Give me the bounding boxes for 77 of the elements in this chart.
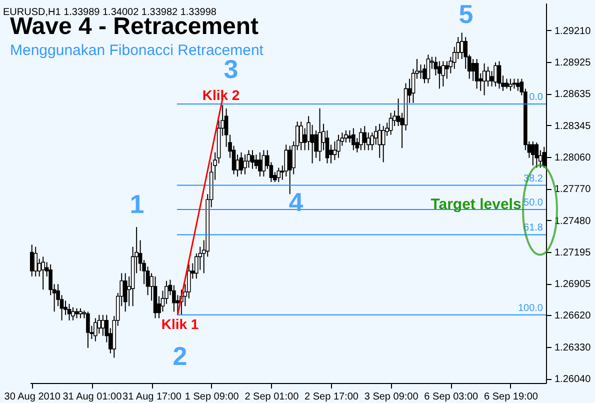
- candlestick: [101, 314, 105, 336]
- candlestick: [381, 126, 386, 163]
- candlestick: [78, 308, 82, 319]
- candlestick: [504, 78, 509, 90]
- candlestick: [224, 108, 228, 148]
- candlestick: [71, 306, 75, 321]
- candlestick: [534, 142, 539, 168]
- candlestick: [243, 154, 247, 175]
- candlestick: [239, 152, 244, 175]
- y-tick-label: 1.28060: [554, 152, 592, 164]
- annotation: Klik 2: [202, 87, 240, 103]
- candlestick: [508, 78, 512, 92]
- candlestick: [336, 134, 340, 158]
- candlestick: [250, 150, 254, 170]
- candlestick: [30, 244, 34, 277]
- candlestick: [474, 58, 479, 90]
- candlestick: [344, 130, 348, 143]
- candlestick: [426, 54, 430, 84]
- annotation: Target levels: [430, 196, 522, 213]
- candlestick: [318, 108, 322, 162]
- x-tick-label: 2 Sep 17:00: [304, 392, 359, 402]
- candlestick: [362, 126, 367, 151]
- annotation: 2: [172, 341, 188, 371]
- x-tick-label: 31 Aug 17:00: [122, 392, 182, 402]
- annotation: Klik 1: [161, 316, 199, 332]
- candlestick: [348, 130, 352, 143]
- candlestick: [276, 167, 281, 183]
- y-tick-label: 1.28345: [554, 120, 592, 132]
- candlestick: [41, 256, 45, 290]
- candlestick: [388, 112, 393, 136]
- candlestick: [86, 311, 90, 348]
- x-tick-label: 2 Sep 01:00: [244, 392, 300, 402]
- annotation: 0.0: [529, 92, 544, 104]
- y-tick-label: 1.28925: [554, 57, 592, 68]
- x-tick-label: 31 Aug 01:00: [62, 392, 122, 402]
- candlestick: [441, 60, 446, 87]
- candlestick: [471, 58, 475, 82]
- candlestick: [359, 128, 363, 151]
- candlestick: [94, 318, 98, 342]
- candlestick: [516, 78, 520, 92]
- candlestick: [288, 145, 292, 195]
- candlestick: [67, 303, 72, 321]
- candlestick: [352, 128, 356, 151]
- candlestick: [497, 60, 502, 90]
- candlestick: [262, 150, 266, 178]
- candlestick: [254, 154, 258, 170]
- candlestick: [74, 308, 79, 319]
- x-tick-label: 1 Sep 09:00: [184, 392, 240, 402]
- candlestick: [486, 66, 490, 87]
- annotation: 100.0: [518, 302, 544, 314]
- candlestick: [482, 62, 486, 96]
- annotation: 5: [458, 0, 474, 29]
- candlestick: [299, 121, 303, 151]
- y-tick-label: 1.26330: [554, 342, 592, 354]
- candlestick: [123, 272, 128, 312]
- x-tick-label: 3 Sep 09:00: [364, 392, 419, 402]
- candlestick: [418, 64, 423, 80]
- candlestick: [34, 246, 38, 277]
- y-tick-label: 1.29210: [554, 26, 592, 37]
- candlestick: [445, 60, 449, 80]
- y-tick-label: 1.26905: [554, 279, 592, 290]
- candlestick: [460, 32, 464, 60]
- x-tick-label: 6 Sep 19:00: [484, 392, 538, 402]
- y-tick-label: 1.27195: [554, 247, 592, 258]
- candlestick: [531, 140, 535, 166]
- candlestick: [438, 60, 442, 90]
- candlestick: [494, 62, 498, 87]
- candlestick: [378, 123, 382, 158]
- x-tick-label: 6 Sep 03:00: [424, 392, 479, 402]
- candlestick: [258, 152, 262, 178]
- y-tick-label: 1.28635: [554, 89, 592, 100]
- x-tick-label: 30 Aug 2010: [4, 392, 61, 402]
- candlestick: [236, 154, 240, 178]
- y-tick-label: 1.26040: [554, 374, 592, 386]
- annotation: 1: [130, 189, 144, 219]
- annotation: 50.0: [524, 197, 544, 208]
- y-tick-label: 1.26620: [554, 310, 592, 322]
